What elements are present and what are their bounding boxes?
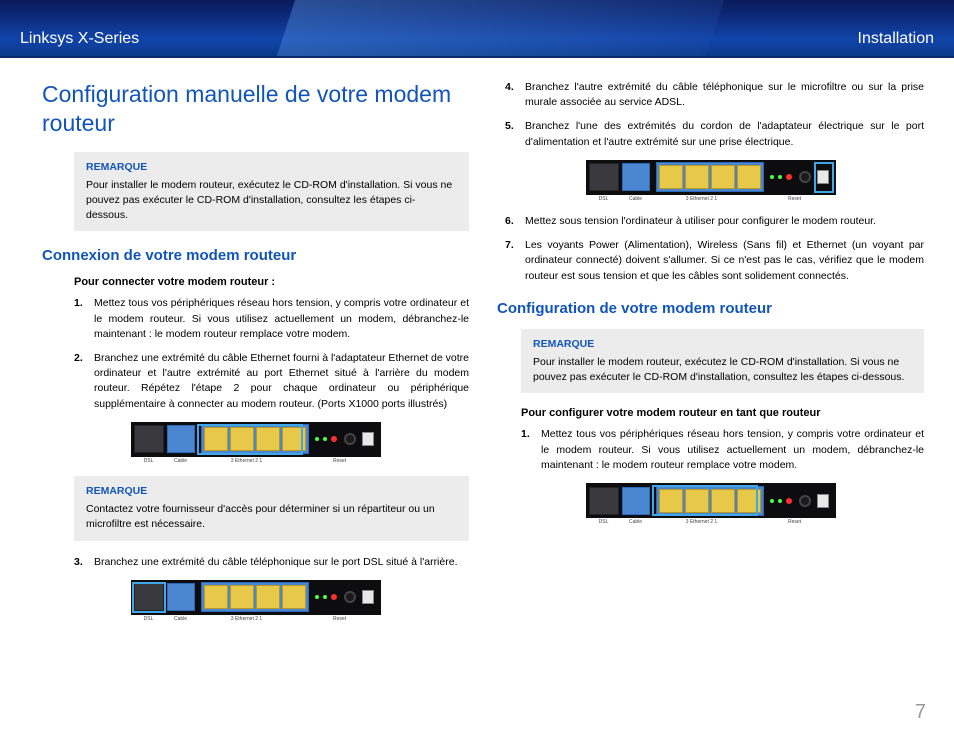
right-column: 4.Branchez l'autre extrémité du câble té… (497, 80, 924, 634)
port-label-row: DSLCable3 Ethernet 2 1Reset (131, 458, 381, 464)
led-icon (770, 175, 774, 179)
dsl-port (589, 163, 619, 191)
page-number: 7 (915, 701, 926, 724)
step-item: 6.Mettez sous tension l'ordinateur à uti… (505, 214, 924, 229)
reset-button-icon (786, 174, 792, 180)
header-left-title: Linksys X-Series (20, 30, 139, 48)
led-icon (770, 499, 774, 503)
step-item: 3.Branchez une extrémité du câble téléph… (74, 555, 469, 570)
dsl-port (134, 583, 164, 611)
power-jack-icon (344, 591, 356, 603)
subheading-config: Pour configurer votre modem routeur en t… (521, 407, 924, 419)
port-label-row: DSLCable3 Ethernet 2 1Reset (131, 616, 381, 622)
router-back-figure-dsl: DSLCable3 Ethernet 2 1Reset (131, 580, 381, 622)
reset-button-icon (786, 498, 792, 504)
ethernet-port-group (201, 582, 309, 612)
note-box-splitter: REMARQUE Contactez votre fournisseur d'a… (74, 476, 469, 541)
router-back-figure-ethernet: DSLCable3 Ethernet 2 1Reset (131, 422, 381, 464)
step-item: 1.Mettez tous vos périphériques réseau h… (521, 427, 924, 473)
router-back-figure-ethernet-2: DSLCable3 Ethernet 2 1Reset (586, 483, 836, 525)
section-heading-config: Configuration de votre modem routeur (497, 300, 924, 317)
note-body: Contactez votre fournisseur d'accès pour… (86, 503, 435, 530)
dsl-port (589, 487, 619, 515)
page-header: Linksys X-Series Installation (0, 0, 954, 58)
note-box-install-1: REMARQUE Pour installer le modem routeur… (74, 152, 469, 232)
led-icon (778, 175, 782, 179)
port-label-row: DSLCable3 Ethernet 2 1Reset (586, 196, 836, 202)
ethernet-port-group (656, 486, 764, 516)
power-jack-icon (799, 495, 811, 507)
power-jack-icon (799, 171, 811, 183)
page-content: Configuration manuelle de votre modem ro… (0, 58, 954, 634)
power-switch-icon (817, 170, 829, 184)
note-title: REMARQUE (86, 484, 457, 499)
step-item: 2.Branchez une extrémité du câble Ethern… (74, 351, 469, 412)
led-icon (778, 499, 782, 503)
power-switch-icon (362, 590, 374, 604)
subheading-connect: Pour connecter votre modem routeur : (74, 276, 469, 288)
note-title: REMARQUE (533, 337, 912, 352)
steps-list-connect-cont3: 6.Mettez sous tension l'ordinateur à uti… (505, 214, 924, 284)
steps-list-connect-cont: 3.Branchez une extrémité du câble téléph… (74, 555, 469, 570)
note-body: Pour installer le modem routeur, exécute… (533, 356, 904, 383)
page-title: Configuration manuelle de votre modem ro… (42, 80, 469, 138)
coax-port (167, 583, 195, 611)
note-box-install-2: REMARQUE Pour installer le modem routeur… (521, 329, 924, 394)
dsl-port (134, 425, 164, 453)
step-item: 7.Les voyants Power (Alimentation), Wire… (505, 238, 924, 284)
steps-list-connect: 1.Mettez tous vos périphériques réseau h… (74, 296, 469, 412)
left-column: Configuration manuelle de votre modem ro… (42, 80, 469, 634)
header-right-title: Installation (858, 30, 935, 48)
led-icon (315, 595, 319, 599)
step-item: 5.Branchez l'une des extrémités du cordo… (505, 119, 924, 149)
reset-button-icon (331, 594, 337, 600)
note-title: REMARQUE (86, 160, 457, 175)
steps-list-connect-cont2: 4.Branchez l'autre extrémité du câble té… (505, 80, 924, 150)
coax-port (622, 163, 650, 191)
router-back-figure-power: DSLCable3 Ethernet 2 1Reset (586, 160, 836, 202)
led-icon (315, 437, 319, 441)
step-item: 1.Mettez tous vos périphériques réseau h… (74, 296, 469, 342)
coax-port (622, 487, 650, 515)
led-icon (323, 437, 327, 441)
led-icon (323, 595, 327, 599)
coax-port (167, 425, 195, 453)
power-switch-icon (817, 494, 829, 508)
power-jack-icon (344, 433, 356, 445)
reset-button-icon (331, 436, 337, 442)
port-label-row: DSLCable3 Ethernet 2 1Reset (586, 519, 836, 525)
ethernet-port-group (201, 424, 309, 454)
ethernet-port-group (656, 162, 764, 192)
steps-list-config: 1.Mettez tous vos périphériques réseau h… (521, 427, 924, 473)
section-heading-connection: Connexion de votre modem routeur (42, 247, 469, 264)
power-switch-icon (362, 432, 374, 446)
note-body: Pour installer le modem routeur, exécute… (86, 179, 452, 221)
step-item: 4.Branchez l'autre extrémité du câble té… (505, 80, 924, 110)
